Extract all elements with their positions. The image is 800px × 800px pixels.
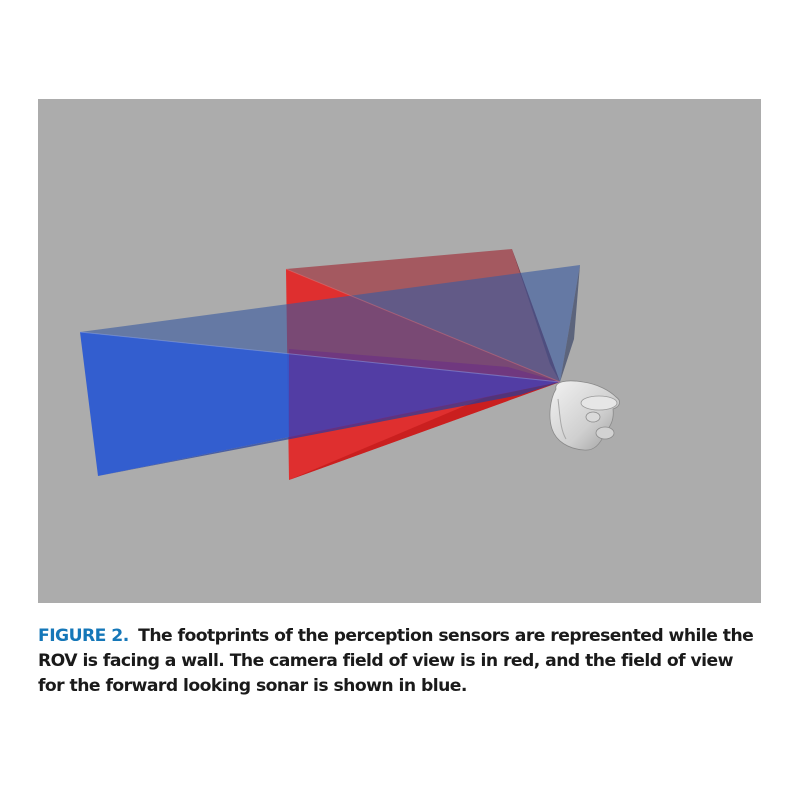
figure-caption: FIGURE 2. The footprints of the percepti… — [38, 624, 764, 699]
sensor-footprint-render — [79, 249, 620, 480]
figure-image — [38, 99, 761, 603]
figure-caption-text: The footprints of the perception sensors… — [38, 626, 754, 696]
figure-label: FIGURE 2. — [38, 626, 129, 646]
overlap-region — [289, 349, 560, 439]
rov-model — [549, 380, 620, 451]
